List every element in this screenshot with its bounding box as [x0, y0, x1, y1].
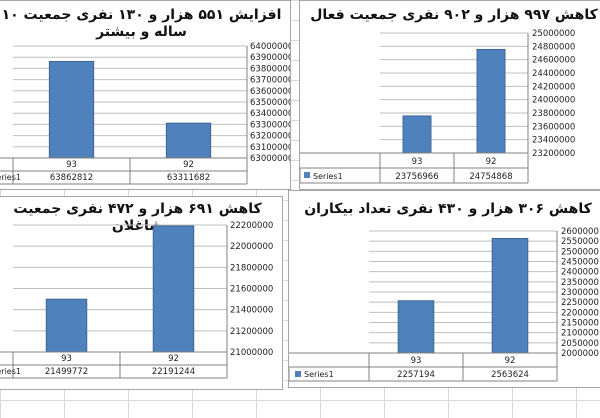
- data-table-value: 21499772: [45, 367, 88, 377]
- category-label: 92: [486, 157, 497, 167]
- data-table-value: 2257194: [397, 370, 435, 380]
- bar: [165, 122, 212, 159]
- data-table-value: 23756966: [395, 172, 438, 182]
- chart-svg: 22200000 22000000 21800000 21600000 21400000…: [0, 221, 273, 379]
- y-tick-label: 24600000: [532, 56, 575, 66]
- legend-label: Series1: [304, 370, 334, 379]
- chart-title-line-1: کاهش ۳۰۶ هزار و ۴۳۰ نفری تعداد بیکاران: [304, 201, 592, 217]
- chart-title: کاهش ۶۹۱ هزار و ۴۷۲ نفری جمعیت شاغلان: [0, 201, 282, 235]
- y-tick-label: 24200000: [532, 82, 575, 92]
- bar: [45, 298, 88, 353]
- y-tick-label: 63600000: [250, 87, 291, 97]
- category-label: 93: [61, 354, 72, 364]
- y-tick-label: 2000000: [561, 349, 599, 359]
- y-tick-label: 63700000: [250, 76, 291, 86]
- chart-title-line-1: افزایش ۵۵۱ هزار و ۱۳۰ نفری جمعیت ۱۰: [1, 7, 282, 23]
- chart-title: کاهش ۳۰۶ هزار و ۴۳۰ نفری تعداد بیکاران: [289, 201, 600, 218]
- y-tick-label: 2450000: [561, 258, 599, 268]
- y-tick-label: 63900000: [250, 53, 291, 63]
- y-tick-label: 23200000: [532, 149, 575, 159]
- y-tick-label: 21000000: [230, 348, 273, 358]
- legend-label: Series1: [313, 172, 343, 181]
- chart-title: افزایش ۵۵۱ هزار و ۱۳۰ نفری جمعیت ۱۰ ساله…: [0, 7, 290, 41]
- y-tick-label: 2350000: [561, 278, 599, 288]
- y-tick-label: 23400000: [532, 136, 575, 146]
- y-tick-label: 2200000: [561, 308, 599, 318]
- y-tick-label: 22200000: [230, 221, 273, 231]
- y-tick-label: 21200000: [230, 327, 273, 337]
- bar: [48, 60, 95, 159]
- chart-svg: 25000000 24800000 24600000 24400000 24200000…: [300, 29, 575, 184]
- y-tick-label: 24400000: [532, 69, 575, 79]
- data-table-value: 63862812: [50, 173, 93, 183]
- category-label: 93: [411, 356, 422, 366]
- y-tick-label: 63200000: [250, 132, 291, 142]
- y-tick-label: 63300000: [250, 120, 291, 130]
- y-tick-label: 2400000: [561, 268, 599, 278]
- legend-label: Series1: [0, 173, 21, 182]
- chart-title-line-1: کاهش ۶۹۱ هزار و ۴۷۲ نفری جمعیت شاغلان: [13, 201, 262, 234]
- y-tick-label: 2150000: [561, 319, 599, 329]
- bar: [476, 48, 506, 154]
- y-tick-label: 63100000: [250, 143, 291, 153]
- bar: [397, 300, 435, 354]
- chart-title-line-2: ساله و بیشتر: [96, 24, 187, 40]
- y-tick-label: 63800000: [250, 64, 291, 74]
- y-tick-label: 2600000: [561, 227, 599, 237]
- legend-swatch: [295, 371, 301, 377]
- category-label: 93: [412, 157, 423, 167]
- data-table-value: 2563624: [491, 370, 529, 380]
- legend-label: Series1: [0, 367, 21, 376]
- category-label: 92: [183, 160, 194, 170]
- y-tick-label: 22000000: [230, 242, 273, 252]
- y-tick-label: 2500000: [561, 247, 599, 257]
- y-tick-label: 23800000: [532, 109, 575, 119]
- y-tick-label: 24000000: [532, 96, 575, 106]
- y-tick-label: 63500000: [250, 98, 291, 108]
- legend-swatch: [304, 172, 310, 178]
- y-tick-label: 2050000: [561, 339, 599, 349]
- category-label: 92: [505, 356, 516, 366]
- y-tick-label: 21800000: [230, 263, 273, 273]
- chart-panel-employed[interactable]: کاهش ۶۹۱ هزار و ۴۷۲ نفری جمعیت شاغلان 22…: [0, 196, 283, 390]
- y-tick-label: 23600000: [532, 122, 575, 132]
- chart-panel-active-population[interactable]: کاهش ۹۹۷ هزار و ۹۰۲ نفری جمعیت فعال 2500…: [299, 0, 600, 190]
- chart-svg: 2600000255000025000002450000240000023500…: [289, 227, 599, 382]
- y-tick-label: 2300000: [561, 288, 599, 298]
- y-tick-label: 2100000: [561, 329, 599, 339]
- category-label: 93: [66, 160, 77, 170]
- y-tick-label: 2550000: [561, 237, 599, 247]
- chart-title-line-1: کاهش ۹۹۷ هزار و ۹۰۲ نفری جمعیت فعال: [310, 7, 598, 23]
- data-table-value: 24754868: [469, 172, 512, 182]
- y-tick-label: 63400000: [250, 109, 291, 119]
- category-label: 92: [168, 354, 179, 364]
- y-tick-label: 24800000: [532, 42, 575, 52]
- y-tick-label: 63000000: [250, 154, 291, 164]
- data-table-value: 22191244: [152, 367, 195, 377]
- y-tick-label: 21600000: [230, 285, 273, 295]
- data-table-value: 63311682: [167, 173, 210, 183]
- bar: [402, 115, 432, 154]
- y-tick-label: 64000000: [250, 42, 291, 52]
- bar: [152, 225, 195, 353]
- y-tick-label: 2250000: [561, 298, 599, 308]
- chart-panel-population-10plus[interactable]: افزایش ۵۵۱ هزار و ۱۳۰ نفری جمعیت ۱۰ ساله…: [0, 0, 291, 190]
- chart-panel-unemployed[interactable]: کاهش ۳۰۶ هزار و ۴۳۰ نفری تعداد بیکاران 2…: [288, 190, 600, 388]
- chart-title: کاهش ۹۹۷ هزار و ۹۰۲ نفری جمعیت فعال: [300, 7, 600, 24]
- y-tick-label: 21400000: [230, 306, 273, 316]
- y-tick-label: 25000000: [532, 29, 575, 39]
- bar: [491, 237, 529, 354]
